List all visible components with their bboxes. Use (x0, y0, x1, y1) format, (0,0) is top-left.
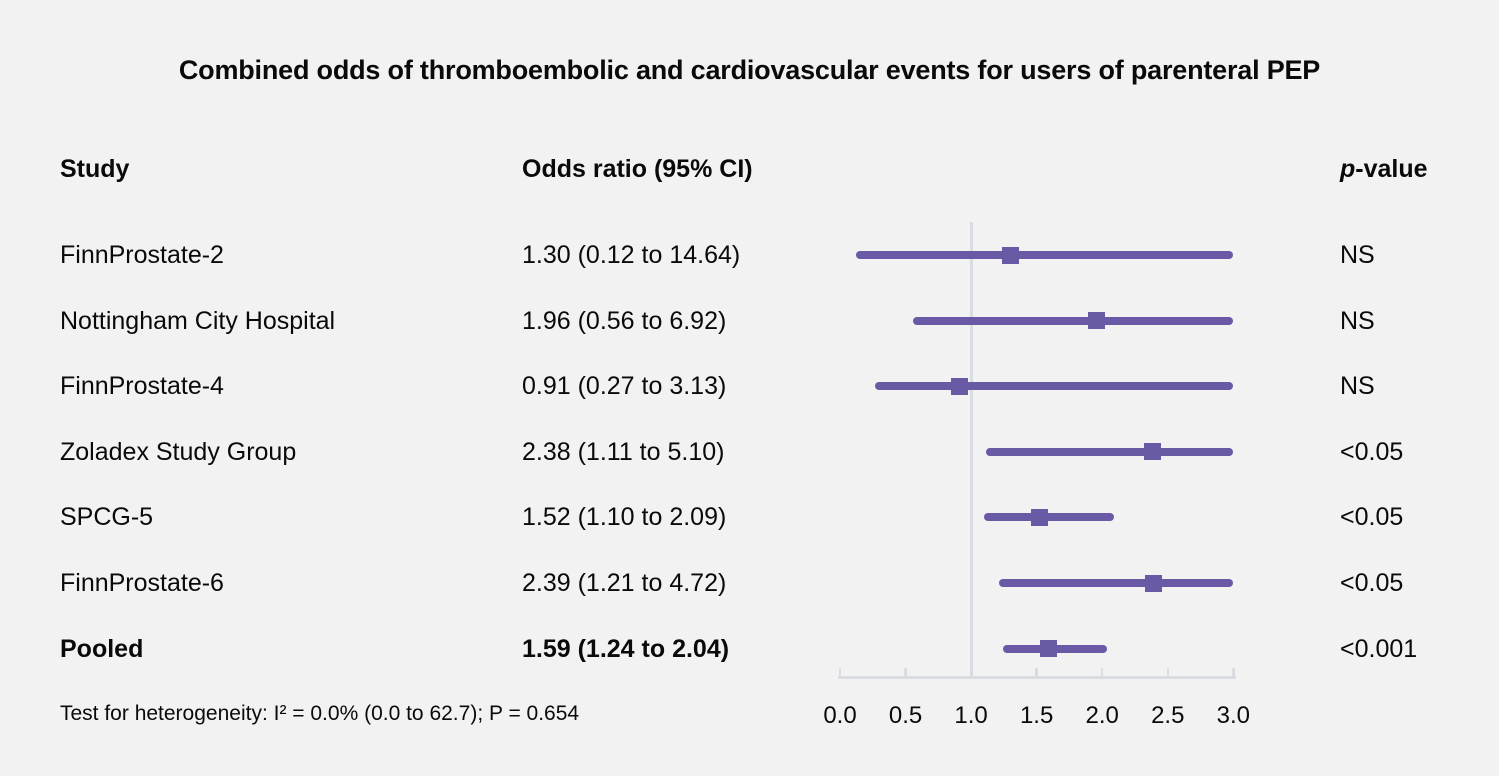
figure-title: Combined odds of thromboembolic and card… (178, 55, 1321, 85)
point-estimate-marker (1001, 246, 1019, 264)
p-value-label: NS (1340, 372, 1375, 401)
x-axis-tick-label: 0.5 (888, 702, 923, 729)
odds-ratio-label: 1.52 (1.10 to 2.09) (522, 503, 727, 532)
p-value-label: <0.001 (1340, 634, 1418, 663)
x-axis-tick (1232, 668, 1235, 677)
odds-ratio-label: 2.39 (1.21 to 4.72) (522, 569, 727, 597)
study-label: Zoladex Study Group (60, 437, 297, 466)
p-value-label: NS (1340, 306, 1375, 335)
odds-ratio-label: 2.38 (1.11 to 5.10) (522, 437, 725, 466)
x-axis-tick-label: 1.5 (1019, 702, 1054, 729)
heterogeneity-footnote: Test for heterogeneity: I² = 0.0% (0.0 t… (60, 702, 580, 725)
pvalue-header-italic-p: p (1340, 155, 1356, 183)
x-axis-tick (1166, 668, 1169, 677)
study-label: FinnProstate-2 (60, 241, 224, 269)
odds-ratio-label: 1.59 (1.24 to 2.04) (522, 634, 730, 663)
point-estimate-marker (950, 377, 968, 395)
ci-line (913, 316, 1234, 325)
study-label: FinnProstate-4 (60, 372, 224, 401)
study-label: Nottingham City Hospital (60, 306, 336, 335)
point-estimate-marker (1143, 443, 1161, 461)
ci-line (875, 382, 1234, 391)
study-label: FinnProstate-6 (60, 569, 224, 597)
ci-line (984, 513, 1114, 522)
x-axis-tick (904, 668, 907, 677)
study-label: SPCG-5 (60, 503, 154, 532)
point-estimate-marker (1039, 640, 1057, 658)
ci-line (985, 447, 1234, 456)
p-value-label: NS (1340, 241, 1375, 269)
x-axis-tick (1100, 668, 1104, 677)
pvalue-header-rest: -value (1355, 155, 1428, 183)
x-axis-tick-label: 2.0 (1085, 702, 1119, 729)
column-header-study: Study (60, 155, 130, 183)
ci-line (855, 251, 1234, 259)
study-label: Pooled (60, 634, 144, 663)
p-value-label: <0.05 (1340, 437, 1404, 466)
column-header-pvalue: p-value (1340, 155, 1428, 184)
x-axis-line (838, 676, 1237, 679)
x-axis-tick (1035, 668, 1038, 677)
column-header-odds-ratio: Odds ratio (95% CI) (522, 155, 753, 183)
point-estimate-marker (1088, 312, 1106, 330)
p-value-label: <0.05 (1340, 569, 1404, 597)
point-estimate-marker (1144, 574, 1162, 592)
ci-line (998, 579, 1234, 587)
x-axis-tick (838, 668, 842, 677)
reference-line (969, 222, 973, 678)
x-axis-tick (969, 668, 973, 677)
odds-ratio-label: 1.30 (0.12 to 14.64) (522, 241, 741, 269)
p-value-label: <0.05 (1340, 503, 1404, 532)
x-axis-tick-label: 3.0 (1216, 702, 1250, 729)
point-estimate-marker (1030, 508, 1048, 526)
x-axis-tick-label: 0.0 (823, 702, 857, 729)
x-axis-tick-label: 2.5 (1151, 702, 1185, 729)
x-axis-tick-label: 1.0 (954, 702, 988, 729)
odds-ratio-label: 1.96 (0.56 to 6.92) (522, 306, 727, 335)
odds-ratio-label: 0.91 (0.27 to 3.13) (522, 372, 727, 401)
